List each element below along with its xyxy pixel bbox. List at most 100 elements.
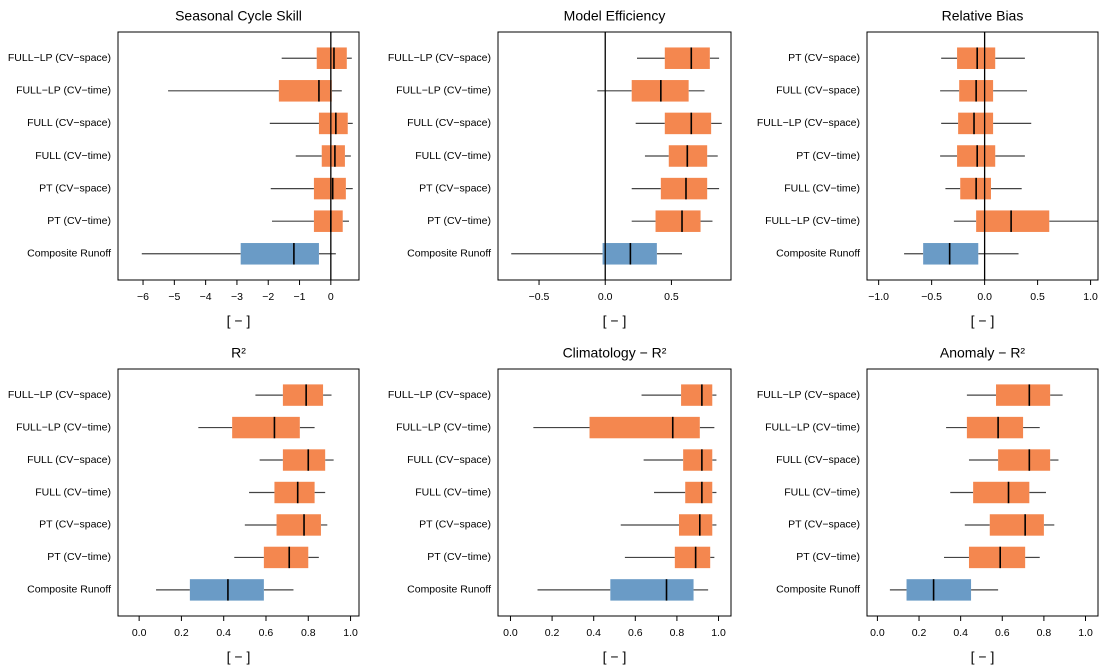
panel: Seasonal Cycle Skill [ − ] −6 −5 −4 −3 −2 −1 0 FU… [8, 8, 360, 329]
category-label: FULL (CV−space) [776, 85, 860, 97]
x-axis-label: [ − ] [603, 313, 627, 329]
category-label: FULL (CV−space) [407, 454, 491, 466]
plot-frame [117, 368, 360, 617]
x-tick-label: 1.0 [343, 627, 358, 639]
box [189, 579, 264, 601]
x-tick-label: 0 [328, 291, 334, 303]
box [321, 145, 345, 167]
box [906, 579, 972, 601]
category-label: FULL−LP (CV−space) [388, 52, 491, 64]
category-label: PT (CV−space) [788, 52, 860, 64]
category-label: FULL−LP (CV−space) [757, 117, 860, 129]
x-tick-label: 0.0 [870, 627, 885, 639]
box [274, 481, 315, 504]
x-tick-label: 0.4 [953, 627, 968, 639]
x-tick-label: 0.8 [670, 627, 685, 639]
category-label: Composite Runoff [27, 248, 111, 260]
category-label: PT (CV−time) [427, 551, 491, 563]
panel-title: Anomaly − R² [940, 345, 1026, 361]
category-label: FULL (CV−time) [784, 486, 860, 498]
category-label: FULL (CV−time) [415, 486, 491, 498]
x-tick-label: −3 [231, 291, 243, 303]
x-tick-label: 0.6 [995, 627, 1010, 639]
panel-title: Seasonal Cycle Skill [175, 8, 302, 24]
box [674, 546, 711, 569]
box [660, 177, 708, 200]
box [685, 481, 713, 504]
category-label: FULL−LP (CV−space) [388, 389, 491, 401]
category-label: PT (CV−time) [47, 551, 111, 563]
x-tick-label: −0.5 [529, 291, 550, 303]
x-tick-label: 0.0 [977, 291, 992, 303]
box [276, 514, 321, 536]
category-label: FULL−LP (CV−time) [16, 85, 111, 97]
box [958, 112, 994, 135]
box [957, 47, 996, 69]
x-axis-label: [ − ] [971, 313, 995, 329]
category-label: PT (CV−time) [796, 551, 860, 563]
x-tick-label: 0.0 [598, 291, 613, 303]
x-tick-label: −1 [294, 291, 306, 303]
category-label: Composite Runoff [407, 248, 491, 260]
box [282, 384, 324, 406]
panel: R² [ − ] 0.0 0.2 0.4 0.6 0.8 1.0 FULL−LP (CV−spa… [8, 345, 360, 665]
plot-frame [117, 31, 360, 281]
box [313, 177, 346, 200]
box [681, 384, 713, 406]
category-label: Composite Runoff [407, 584, 491, 596]
category-label: PT (CV−space) [39, 182, 111, 194]
panel-title: Relative Bias [942, 8, 1024, 24]
x-tick-label: 1.0 [1078, 627, 1093, 639]
category-label: Composite Runoff [27, 584, 111, 596]
plot-frame [866, 368, 1099, 617]
x-tick-label: 0.2 [912, 627, 927, 639]
x-tick-label: 0.0 [503, 627, 518, 639]
category-label: FULL−LP (CV−time) [16, 421, 111, 433]
category-label: FULL−LP (CV−time) [396, 421, 491, 433]
panel-title: Model Efficiency [564, 8, 666, 24]
category-label: FULL−LP (CV−space) [8, 52, 111, 64]
x-axis-label: [ − ] [603, 649, 627, 665]
x-tick-label: 0.4 [216, 627, 231, 639]
x-tick-label: 0.2 [545, 627, 560, 639]
panel-title: Climatology − R² [563, 345, 667, 361]
box [240, 243, 319, 265]
category-label: FULL−LP (CV−space) [757, 389, 860, 401]
x-tick-label: 0.5 [664, 291, 679, 303]
category-label: PT (CV−space) [788, 519, 860, 531]
category-label: PT (CV−space) [39, 519, 111, 531]
category-label: FULL−LP (CV−time) [765, 215, 860, 227]
box [589, 416, 700, 439]
x-tick-label: 1.0 [1083, 291, 1098, 303]
box [968, 546, 1026, 569]
category-label: FULL−LP (CV−time) [396, 85, 491, 97]
x-tick-label: 0.5 [1030, 291, 1045, 303]
box [655, 210, 701, 232]
category-label: FULL (CV−space) [776, 454, 860, 466]
category-label: PT (CV−time) [427, 215, 491, 227]
x-tick-label: 0.6 [259, 627, 274, 639]
category-label: FULL (CV−time) [35, 486, 111, 498]
box [966, 416, 1024, 439]
x-tick-label: −6 [137, 291, 149, 303]
category-label: FULL−LP (CV−time) [765, 421, 860, 433]
box [683, 449, 713, 471]
plot-frame [866, 31, 1099, 281]
category-label: FULL (CV−time) [784, 182, 860, 194]
x-tick-label: 0.4 [586, 627, 601, 639]
panel: Anomaly − R² [ − ] 0.0 0.2 0.4 0.6 0.8 1.0 FULL−… [757, 345, 1099, 665]
category-label: FULL (CV−time) [415, 150, 491, 162]
box [313, 210, 343, 232]
category-label: FULL (CV−space) [407, 117, 491, 129]
box [998, 449, 1051, 471]
category-label: PT (CV−time) [796, 150, 860, 162]
x-tick-label: −4 [200, 291, 212, 303]
box [664, 47, 710, 69]
panel: Relative Bias [ − ] −1.0 −0.5 0.0 0.5 1.0 PT (C… [757, 8, 1099, 329]
category-label: Composite Runoff [776, 248, 860, 260]
box [664, 112, 712, 135]
category-label: Composite Runoff [776, 584, 860, 596]
category-label: PT (CV−space) [419, 519, 491, 531]
x-tick-label: −1.0 [868, 291, 889, 303]
